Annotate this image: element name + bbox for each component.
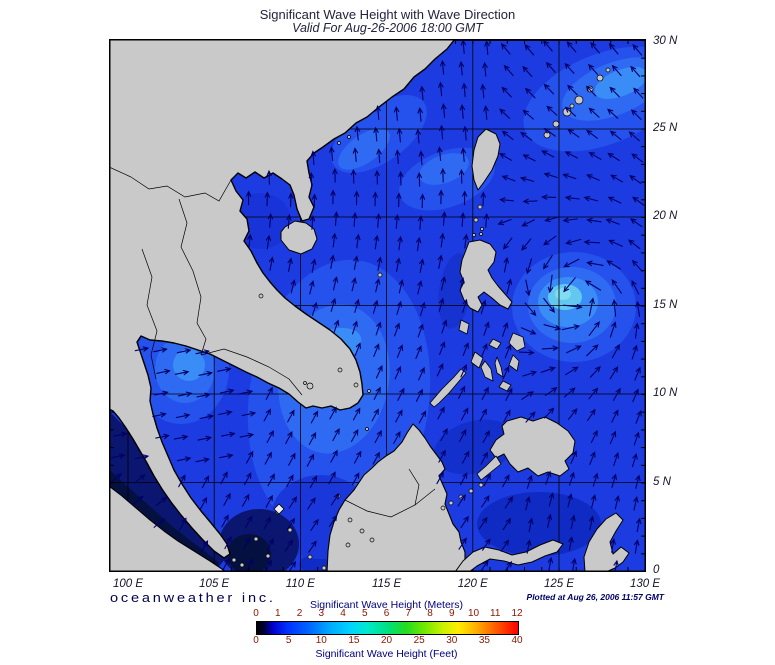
colorbar-meters-tick: 5 (361, 608, 368, 619)
colorbar-meters-tick: 10 (467, 608, 480, 619)
colorbar-meters-tick: 8 (427, 608, 433, 619)
lat-tick-label: 5 N (653, 475, 671, 488)
lat-tick-label: 0 (653, 564, 660, 576)
lat-tick-label: 25 N (653, 122, 678, 134)
valid-time-subtitle: Valid For Aug-26-2006 18:00 GMT (292, 21, 483, 35)
plotted-at-text: Plotted at Aug 26, 2006 11:57 GMT (526, 592, 664, 602)
lat-tick-label: 15 N (653, 298, 678, 311)
colorbar-feet-label: Significant Wave Height (Feet) (315, 648, 458, 660)
lat-tick-label: 10 N (653, 387, 678, 399)
colorbar-feet-tick: 25 (413, 635, 425, 646)
lon-tick-label: 105 E (199, 578, 230, 590)
colorbar-meters-tick: 9 (448, 608, 455, 619)
colorbar-meters-tick: 1 (274, 608, 281, 619)
colorbar-meters-tick: 2 (296, 608, 303, 619)
colorbar-gradient (256, 621, 519, 635)
lon-tick-label: 125 E (543, 578, 575, 590)
lon-tick-label: 100 E (112, 578, 144, 590)
colorbar-feet-tick: 5 (285, 635, 292, 646)
colorbar-meters-tick: 12 (511, 608, 523, 619)
colorbar-meters-tick: 0 (253, 608, 259, 619)
colorbar-feet-tick: 0 (253, 635, 259, 646)
lat-tick-label: 30 N (653, 35, 678, 47)
colorbar-feet-tick: 30 (446, 635, 458, 646)
colorbar-meters-tick: 11 (490, 608, 501, 619)
page-title: Significant Wave Height with Wave Direct… (259, 7, 516, 22)
lon-tick-label: 110 E (285, 578, 315, 590)
wave-map (109, 39, 646, 572)
colorbar-meters-tick: 6 (383, 608, 390, 619)
colorbar-meters-tick: 3 (318, 608, 325, 619)
colorbar-feet-tick: 15 (348, 635, 360, 646)
colorbar-meters-tick: 7 (405, 608, 412, 619)
colorbar-feet-tick: 35 (478, 635, 490, 646)
lat-tick-label: 20 N (653, 210, 678, 222)
oceanweather-logo: oceanweather inc. (110, 590, 276, 605)
colorbar-feet-tick: 40 (511, 635, 523, 646)
colorbar-feet-tick: 10 (315, 635, 327, 646)
lon-tick-label: 120 E (457, 578, 488, 590)
lon-tick-label: 115 E (371, 578, 402, 590)
colorbar-meters-label: Significant Wave Height (Meters) (309, 599, 464, 611)
lon-tick-label: 130 E (629, 578, 661, 590)
colorbar-feet-tick: 20 (380, 635, 393, 646)
colorbar-meters-tick: 4 (340, 608, 346, 619)
